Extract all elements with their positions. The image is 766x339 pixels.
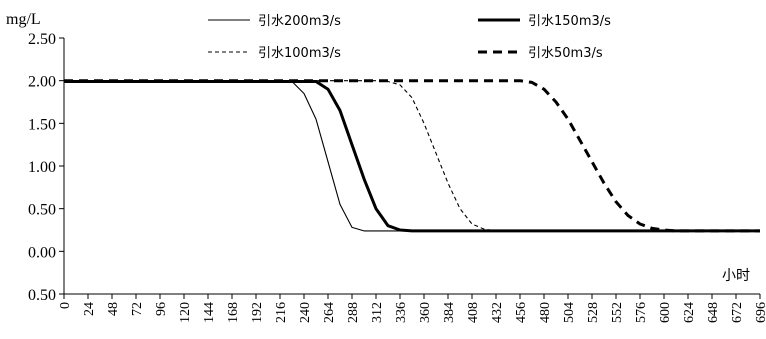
x-tick-label: 168 xyxy=(226,302,241,323)
plot-lines xyxy=(63,79,760,233)
legend-label-4: 引水50m3/s xyxy=(528,46,603,61)
x-tick-label: 576 xyxy=(634,302,649,323)
x-tick-label: 264 xyxy=(322,302,337,323)
legend-label-1: 引水200m3/s xyxy=(258,14,341,29)
x-tick-label: 360 xyxy=(418,302,433,323)
x-tick-label: 216 xyxy=(274,302,289,323)
legend-label-2: 引水150m3/s xyxy=(528,14,611,29)
series-line-1 xyxy=(63,80,760,232)
x-tick-label: 312 xyxy=(370,302,385,323)
y-tick-label: 2.00 xyxy=(28,74,56,91)
legend: 引水200m3/s 引水150m3/s 引水100m3/s 引水50m3/s xyxy=(208,14,611,61)
x-tick-label: 408 xyxy=(466,302,481,323)
x-tick-label: 696 xyxy=(754,302,766,323)
x-tick-label: 624 xyxy=(682,302,697,323)
x-tick-label: 528 xyxy=(586,302,601,323)
x-tick-label: 72 xyxy=(130,302,145,316)
x-unit-label: 小时 xyxy=(722,268,750,284)
y-tick-label: 1.50 xyxy=(28,116,56,133)
x-tick-label: 288 xyxy=(346,302,361,323)
series-line-4 xyxy=(64,79,760,233)
x-tick-label: 432 xyxy=(490,302,505,323)
x-tick-label: 120 xyxy=(178,302,193,323)
x-tick-label: 480 xyxy=(538,302,553,323)
y-ticks: 0.50 0.00 0.50 1.00 1.50 2.00 2.50 xyxy=(28,31,64,304)
axes xyxy=(63,38,760,295)
x-tick-label: 144 xyxy=(202,302,217,323)
y-tick-label: 1.00 xyxy=(28,159,56,176)
y-tick-label: 0.00 xyxy=(28,244,56,261)
x-ticks: 0 24 48 72 96 120 144 168 192 216 240 264 288 312 336 3… xyxy=(58,294,766,323)
x-tick-label: 456 xyxy=(514,302,529,323)
y-tick-label: 0.50 xyxy=(28,287,56,304)
x-tick-label: 648 xyxy=(706,302,721,323)
y-unit-label: mg/L xyxy=(6,11,41,28)
x-tick-label: 96 xyxy=(154,302,169,316)
x-tick-label: 552 xyxy=(610,302,625,323)
series-line-3 xyxy=(64,80,760,232)
x-tick-label: 600 xyxy=(658,302,673,323)
x-tick-label: 48 xyxy=(106,302,121,316)
y-tick-label: 2.50 xyxy=(28,31,56,48)
x-tick-label: 336 xyxy=(394,302,409,323)
x-tick-label: 672 xyxy=(730,302,745,323)
legend-label-3: 引水100m3/s xyxy=(258,46,341,61)
y-tick-label: 0.50 xyxy=(28,202,56,219)
x-tick-label: 240 xyxy=(298,302,313,323)
series-line-2 xyxy=(64,80,760,233)
x-tick-label: 384 xyxy=(442,302,457,323)
x-tick-label: 0 xyxy=(58,302,73,309)
x-tick-label: 504 xyxy=(562,302,577,323)
x-tick-label: 24 xyxy=(82,302,97,316)
x-tick-label: 192 xyxy=(250,302,265,323)
